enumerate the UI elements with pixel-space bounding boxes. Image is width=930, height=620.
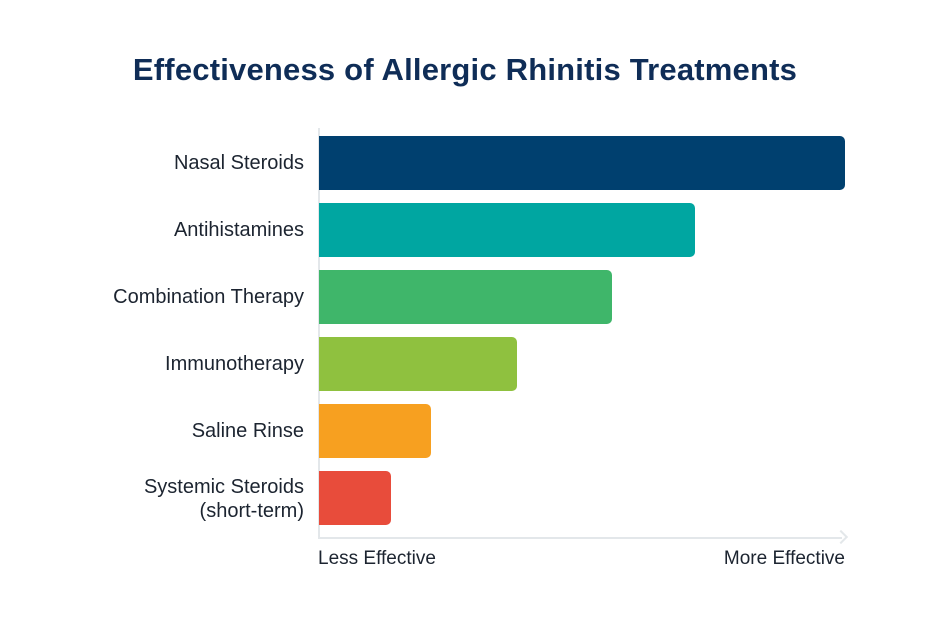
bar-antihistamines <box>319 203 695 257</box>
bar-immunotherapy <box>319 337 517 391</box>
category-label-antihistamines: Antihistamines <box>173 219 304 241</box>
x-axis-line <box>318 537 842 539</box>
x-axis-label-less-effective: Less Effective <box>318 548 436 569</box>
category-label-nasal-steroids: Nasal Steroids <box>173 152 304 174</box>
x-axis-label-more-effective: More Effective <box>723 548 845 569</box>
bar-saline-rinse <box>319 404 431 458</box>
category-label-immunotherapy: Immunotherapy <box>165 353 304 375</box>
category-label-line-2: (short-term) <box>199 500 304 522</box>
category-label-combination-therapy: Combination Therapy <box>113 286 304 308</box>
category-label-line-1: Systemic Steroids <box>143 476 304 498</box>
bar-nasal-steroids <box>319 136 845 190</box>
category-label-saline-rinse: Saline Rinse <box>191 420 304 442</box>
bar-systemic-steroids <box>319 471 391 525</box>
bar-combination-therapy <box>319 270 612 324</box>
category-label-systemic-steroids: Systemic Steroids (short-term) <box>144 475 304 523</box>
chart-title: Effectiveness of Allergic Rhinitis Treat… <box>132 52 798 87</box>
y-axis-line <box>318 128 320 538</box>
x-axis-arrow-icon <box>833 529 849 545</box>
